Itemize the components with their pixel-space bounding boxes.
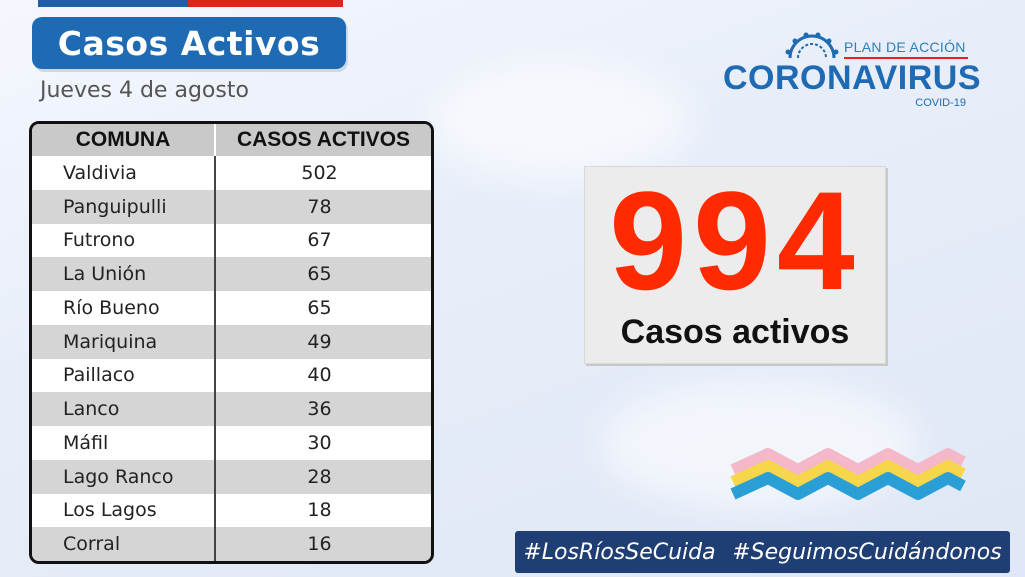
coronavirus-plan-logo: PLAN DE ACCIÓN CORONAVIRUS COVID-19 bbox=[720, 32, 981, 112]
casos-cell: 65 bbox=[215, 257, 431, 291]
table-header-row: COMUNA CASOS ACTIVOS bbox=[32, 124, 431, 156]
casos-cell: 18 bbox=[215, 493, 431, 528]
title-banner: Casos Activos bbox=[32, 17, 346, 69]
logo-underline bbox=[844, 57, 968, 59]
comuna-cell: Mariquina bbox=[32, 324, 216, 359]
table-row: Máfil 30 bbox=[32, 426, 431, 460]
casos-cell: 30 bbox=[215, 426, 431, 460]
table-row: Panguipulli 78 bbox=[32, 189, 431, 224]
comuna-cell: Máfil bbox=[32, 426, 216, 460]
logo-plan-text: PLAN DE ACCIÓN bbox=[844, 39, 966, 55]
casos-cell: 36 bbox=[215, 392, 431, 426]
table-row: La Unión 65 bbox=[32, 257, 431, 291]
comuna-cell: Futrono bbox=[32, 223, 216, 258]
casos-cell: 28 bbox=[215, 459, 431, 494]
cases-table: COMUNA CASOS ACTIVOS Valdivia 502 Panguipu… bbox=[29, 121, 434, 564]
comuna-cell: Valdivia bbox=[32, 156, 216, 190]
hashtag-los-rios: #LosRíosSeCuida bbox=[523, 539, 716, 565]
comuna-cell: Los Lagos bbox=[32, 493, 216, 528]
total-cases-card: 994 Casos activos bbox=[584, 166, 886, 364]
column-header-comuna: COMUNA bbox=[32, 124, 216, 156]
column-header-casos: CASOS ACTIVOS bbox=[215, 124, 431, 156]
casos-cell: 67 bbox=[215, 223, 431, 258]
casos-cell: 502 bbox=[215, 156, 431, 190]
casos-cell: 78 bbox=[215, 189, 431, 224]
logo-sub-text: COVID-19 bbox=[915, 97, 966, 109]
comuna-cell: La Unión bbox=[32, 257, 216, 291]
virus-icon bbox=[785, 32, 839, 59]
background-cloud bbox=[430, 60, 690, 180]
comuna-cell: Paillaco bbox=[32, 358, 216, 393]
casos-cell: 40 bbox=[215, 358, 431, 393]
flag-stripe bbox=[38, 0, 343, 7]
table-row: Los Lagos 18 bbox=[32, 493, 431, 528]
table-row: Río Bueno 65 bbox=[32, 291, 431, 325]
region-waves-logo bbox=[730, 448, 966, 500]
table-row: Paillaco 40 bbox=[32, 358, 431, 393]
casos-cell: 65 bbox=[215, 291, 431, 325]
comuna-cell: Río Bueno bbox=[32, 291, 216, 325]
total-cases-label: Casos activos bbox=[620, 313, 850, 351]
comuna-cell: Panguipulli bbox=[32, 189, 216, 224]
comuna-cell: Corral bbox=[32, 527, 216, 561]
report-date: Jueves 4 de agosto bbox=[40, 78, 249, 103]
table-row: Lago Ranco 28 bbox=[32, 459, 431, 494]
table-row: Futrono 67 bbox=[32, 223, 431, 258]
total-cases-number: 994 bbox=[609, 162, 861, 319]
hashtag-seguimos: #SeguimosCuidándonos bbox=[732, 539, 1002, 565]
table-row: Valdivia 502 bbox=[32, 156, 431, 190]
logo-main-text: CORONAVIRUS bbox=[723, 59, 981, 97]
casos-cell: 49 bbox=[215, 324, 431, 359]
table-row: Corral 16 bbox=[32, 527, 431, 561]
hashtag-bar: #LosRíosSeCuida #SeguimosCuidándonos bbox=[515, 531, 1010, 573]
table-row: Lanco 36 bbox=[32, 392, 431, 426]
page-title: Casos Activos bbox=[57, 23, 321, 63]
comuna-cell: Lanco bbox=[32, 392, 216, 426]
table-row: Mariquina 49 bbox=[32, 324, 431, 359]
comuna-cell: Lago Ranco bbox=[32, 459, 216, 494]
casos-cell: 16 bbox=[215, 527, 431, 561]
